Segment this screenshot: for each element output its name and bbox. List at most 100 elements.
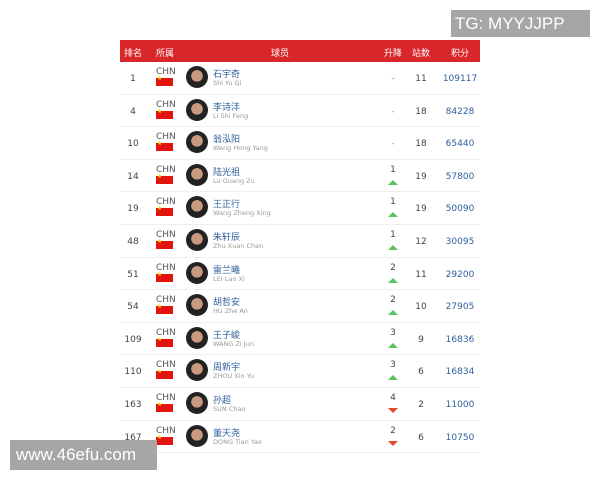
country-code: CHN — [156, 392, 176, 403]
points: 16836 — [445, 334, 475, 345]
player-name-en: Lu Guang Zu — [213, 176, 255, 185]
table-row: 19 CHN 王正行 Wang Zheng Xing 1 19 50090 — [120, 192, 480, 225]
avatar — [186, 163, 208, 186]
events-count: 11 — [415, 74, 427, 84]
player-name-cn[interactable]: 周新宇 — [213, 363, 241, 374]
china-flag-icon — [156, 238, 173, 249]
arrow-up-icon — [388, 310, 398, 316]
rank: 167 — [124, 432, 142, 443]
table-row: 10 CHN 翁泓阳 Weng Hong Yang - 18 65440 — [120, 127, 480, 160]
avatar — [186, 391, 208, 414]
country-code: CHN — [156, 425, 176, 436]
country-code: CHN — [156, 295, 176, 306]
change-value: 1 — [390, 229, 396, 240]
country-code: CHN — [156, 99, 176, 110]
china-flag-icon — [156, 140, 173, 152]
events-count: 2 — [418, 399, 424, 410]
change-value: - — [391, 106, 395, 117]
player-name-en: SUN Chao — [213, 404, 246, 413]
china-flag-icon — [156, 205, 173, 217]
rank: 10 — [127, 139, 139, 150]
rank: 109 — [124, 334, 142, 345]
header-country: 所属 — [155, 49, 175, 59]
china-flag-icon — [156, 336, 173, 347]
events-count: 18 — [415, 106, 427, 117]
events-count: 12 — [415, 236, 427, 247]
china-flag-icon — [156, 303, 173, 315]
avatar — [186, 326, 208, 349]
player-name-en: WANG Zi Jun — [213, 339, 254, 348]
header-rank: 排名 — [123, 49, 143, 59]
rank: 4 — [130, 106, 136, 117]
change-value: 2 — [390, 262, 396, 273]
player-name-en: DONG Tian Yao — [213, 437, 262, 446]
avatar — [186, 228, 208, 251]
player-name-en: Li Shi Feng — [213, 111, 249, 120]
player-name-cn[interactable]: 王正行 — [213, 200, 241, 211]
avatar — [186, 196, 208, 219]
points: 57800 — [445, 171, 475, 182]
arrow-down-icon — [388, 440, 398, 446]
country-code: CHN — [156, 262, 176, 273]
china-flag-icon — [156, 271, 173, 282]
table-row: 51 CHN 雷兰曦 LEI Lan Xi 2 11 29200 — [120, 258, 480, 291]
player-name-en: HU Zhe An — [213, 307, 248, 316]
china-flag-icon — [156, 368, 173, 380]
country-code: CHN — [156, 229, 176, 240]
avatar — [186, 66, 208, 88]
points: 50090 — [445, 204, 475, 215]
player-name-cn[interactable]: 雷兰曦 — [213, 265, 241, 276]
china-flag-icon — [156, 173, 173, 184]
player-name-cn[interactable]: 朱轩辰 — [213, 232, 241, 243]
table-row: 167 CHN 董天尧 DONG Tian Yao 2 6 10750 — [120, 421, 480, 454]
rank: 110 — [124, 367, 142, 378]
china-flag-icon — [156, 75, 173, 86]
change-value: 1 — [390, 197, 396, 208]
player-name-cn[interactable]: 孙超 — [213, 395, 232, 406]
rank: 48 — [127, 236, 139, 247]
player-name-en: Weng Hong Yang — [213, 144, 268, 153]
events-count: 11 — [415, 269, 427, 280]
player-name-cn[interactable]: 董天尧 — [213, 428, 241, 439]
player-name-cn[interactable]: 胡哲安 — [213, 298, 241, 309]
arrow-up-icon — [388, 342, 398, 348]
rank: 14 — [127, 171, 139, 182]
table-row: 4 CHN 李诗沣 Li Shi Feng - 18 84228 — [120, 95, 480, 128]
points: 11000 — [445, 399, 475, 410]
player-name-cn[interactable]: 王子峻 — [213, 330, 241, 341]
table-row: 163 CHN 孙超 SUN Chao 4 2 11000 — [120, 388, 480, 421]
table-header: 排名 所属 球员 升降 站数 积分 — [120, 40, 480, 62]
points: 16834 — [445, 367, 475, 378]
arrow-up-icon — [388, 375, 398, 381]
player-name-en: Zhu Xuan Chen — [213, 241, 264, 250]
player-name-cn[interactable]: 陆光祖 — [213, 167, 241, 178]
points: 65440 — [445, 139, 475, 150]
tg-watermark: TG: MYYJJPP — [451, 10, 590, 37]
points: 84228 — [445, 106, 475, 117]
table-row: 109 CHN 王子峻 WANG Zi Jun 3 9 16836 — [120, 323, 480, 356]
rank: 1 — [130, 74, 136, 84]
header-points: 积分 — [450, 49, 470, 59]
points: 29200 — [445, 269, 475, 280]
player-name-cn[interactable]: 李诗沣 — [213, 102, 241, 113]
table-row: 110 CHN 周新宇 ZHOU Xin Yu 3 6 16834 — [120, 355, 480, 388]
change-value: - — [391, 74, 395, 84]
points: 27905 — [445, 302, 475, 313]
china-flag-icon — [156, 401, 173, 412]
change-value: 2 — [390, 425, 396, 436]
points: 10750 — [445, 432, 475, 443]
avatar — [186, 131, 208, 154]
rank: 54 — [127, 302, 139, 313]
avatar — [186, 261, 208, 284]
rank: 51 — [127, 269, 139, 280]
change-value: - — [391, 139, 395, 150]
player-name-cn[interactable]: 翁泓阳 — [213, 135, 241, 146]
player-name-en: Shi Yu Qi — [213, 79, 242, 87]
player-name-cn[interactable]: 石宇奇 — [213, 70, 241, 80]
site-watermark: www.46efu.com — [10, 440, 157, 470]
country-code: CHN — [156, 132, 176, 143]
rank: 19 — [127, 204, 139, 215]
country-code: CHN — [156, 327, 176, 338]
player-name-en: Wang Zheng Xing — [213, 209, 271, 218]
events-count: 6 — [418, 367, 424, 378]
